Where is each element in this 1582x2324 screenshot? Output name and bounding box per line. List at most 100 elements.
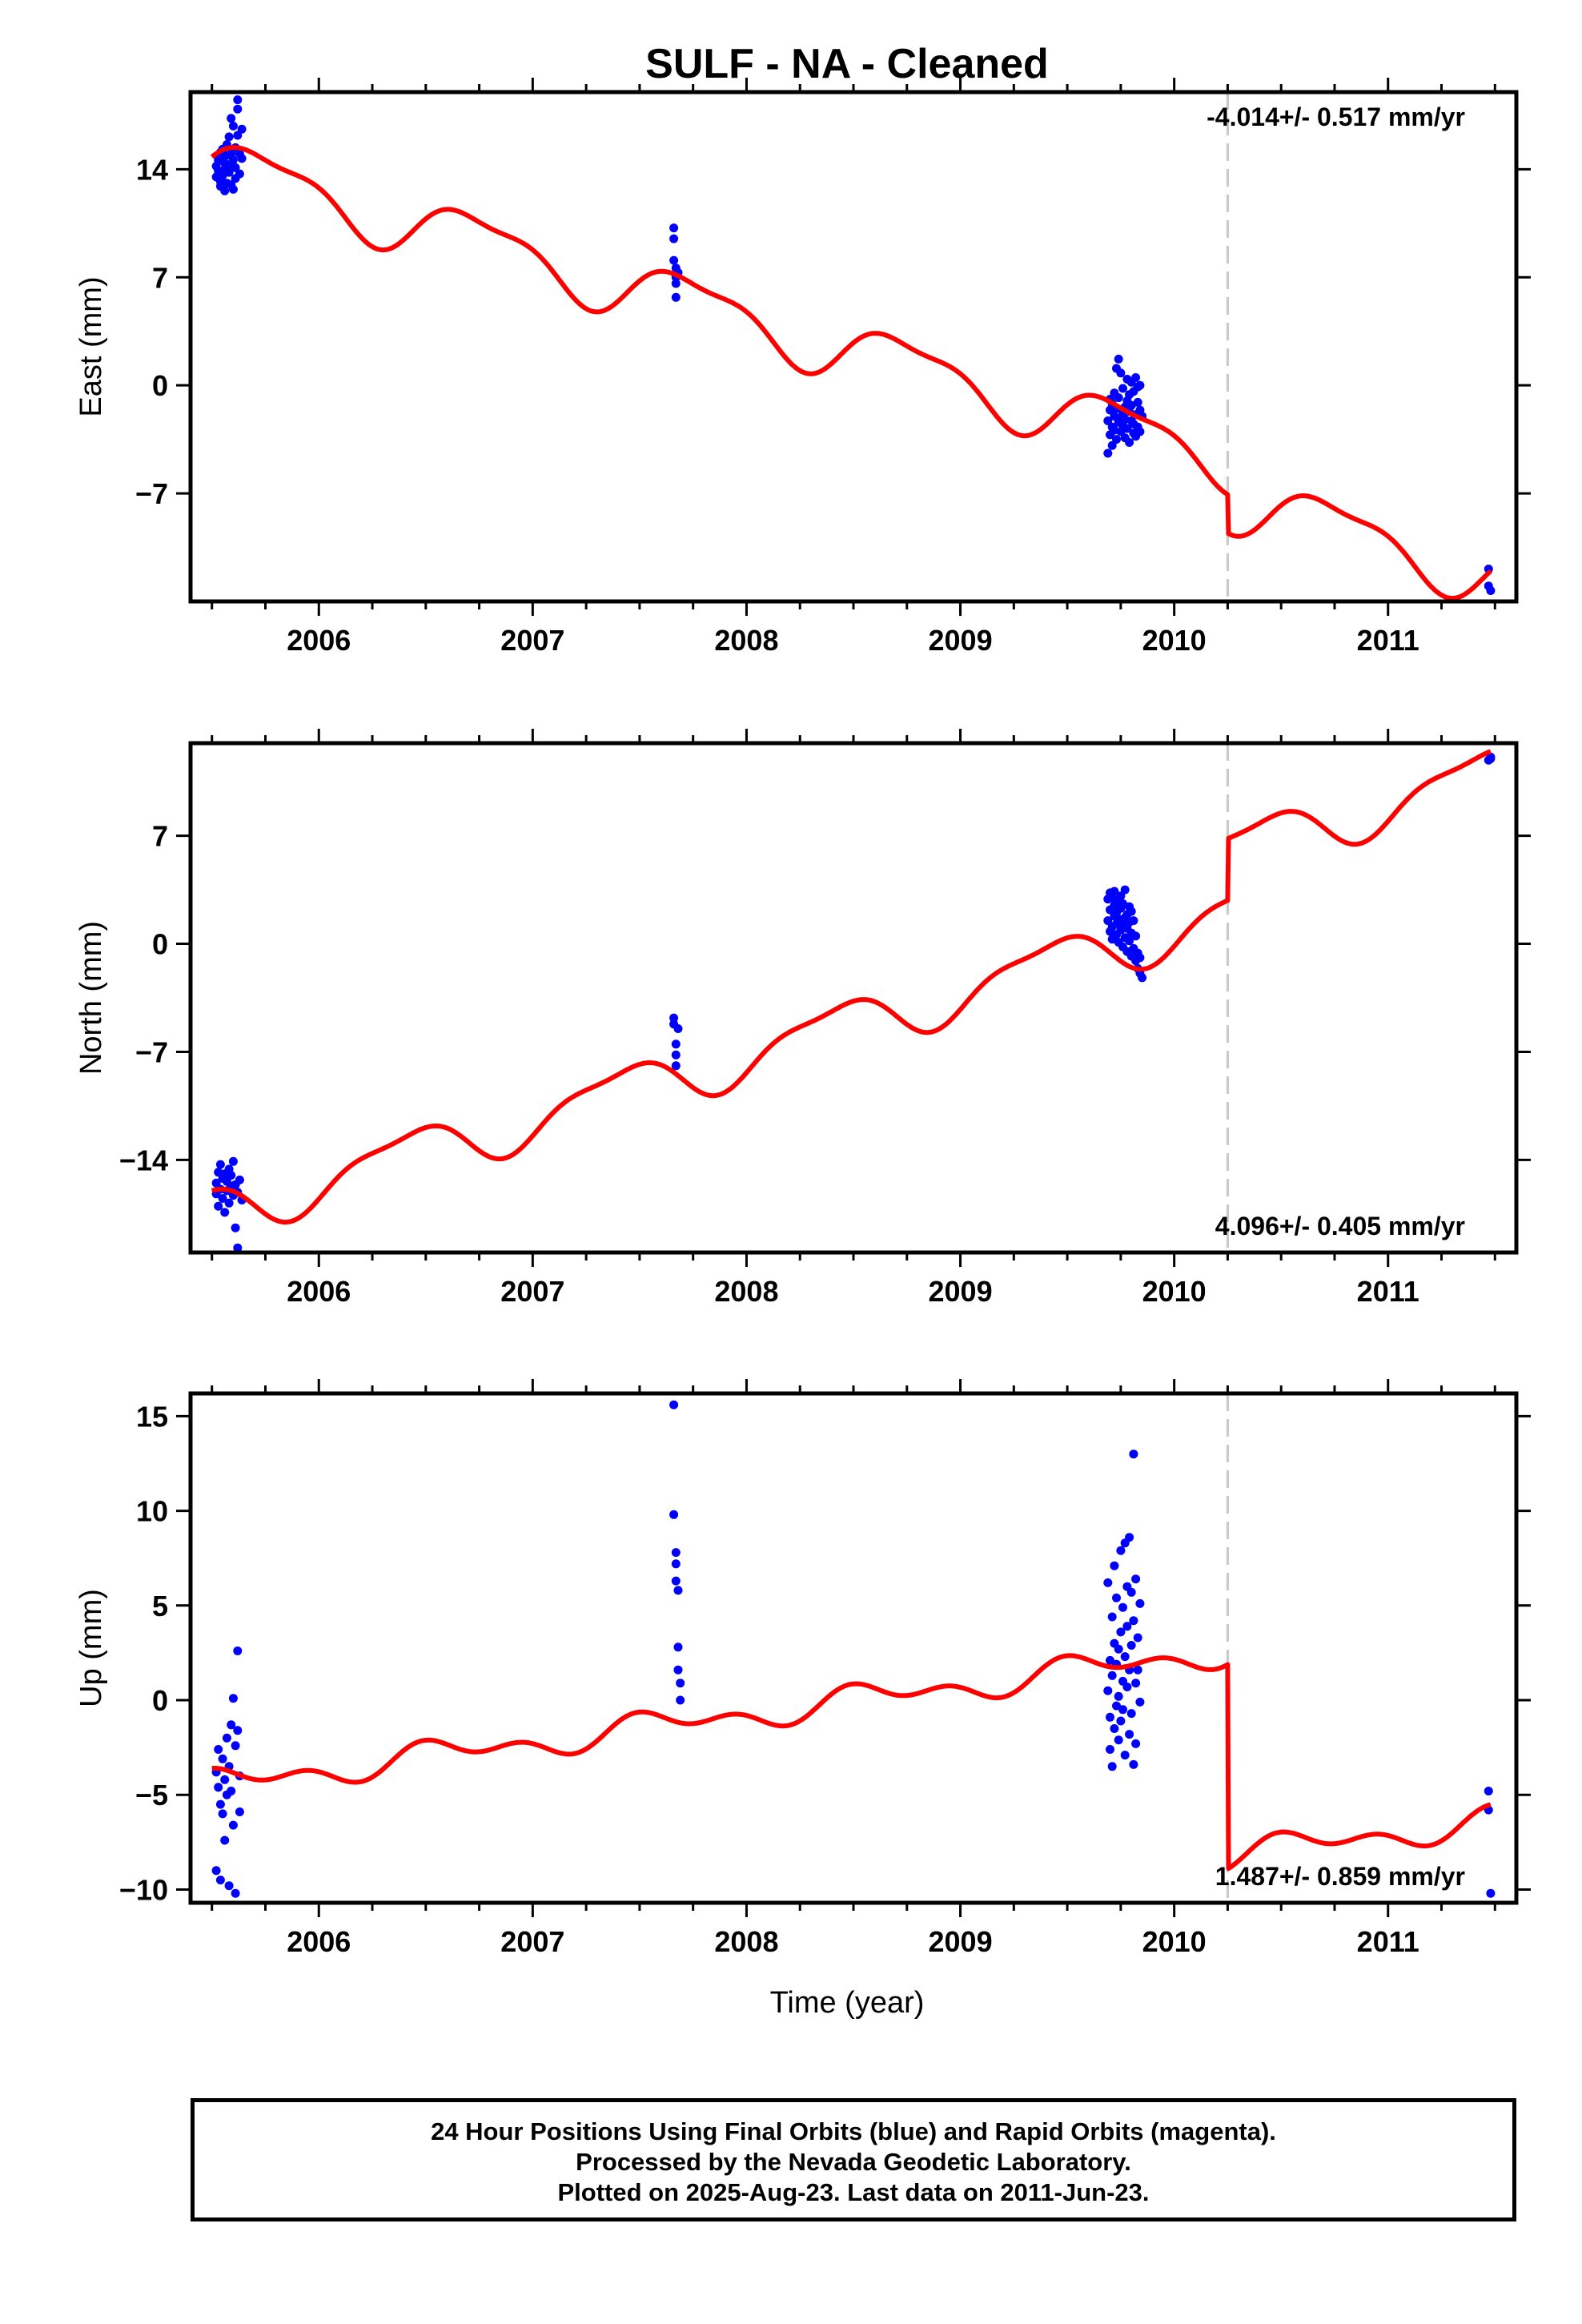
x-tick-label: 2007 (500, 1925, 564, 1958)
data-point (231, 1888, 240, 1898)
x-tick-label: 2006 (287, 1275, 351, 1308)
data-point (227, 1720, 236, 1730)
panel-east: −7 0 7 14 2006 2007 2008 2009 2010 2011 East (mm) -… (74, 78, 1531, 657)
y-tick-label: 14 (136, 153, 168, 186)
y-tick-label: 10 (136, 1495, 168, 1528)
data-point (231, 1741, 240, 1751)
data-point (1116, 1546, 1126, 1555)
data-point (218, 1194, 227, 1203)
data-point (1118, 384, 1127, 393)
data-points-east (211, 95, 1496, 595)
data-point (673, 1642, 683, 1652)
data-point (1135, 1697, 1145, 1707)
footer-line-2: Processed by the Nevada Geodetic Laborat… (576, 2148, 1131, 2176)
data-point (224, 167, 234, 177)
data-point (1103, 448, 1113, 458)
data-point (1126, 1641, 1136, 1650)
data-point (673, 1665, 683, 1675)
data-point (1120, 1652, 1130, 1662)
data-point (1114, 354, 1123, 364)
y-tick-label: −5 (135, 1779, 168, 1811)
data-point (671, 279, 681, 288)
y-axis-label: Up (mm) (74, 1589, 108, 1707)
y-tick-label: −7 (135, 477, 168, 510)
data-point (669, 223, 679, 233)
data-point (1125, 936, 1134, 946)
y-tick-label: −10 (119, 1873, 168, 1906)
x-tick-label: 2010 (1142, 1925, 1207, 1958)
data-point (1138, 973, 1147, 983)
y-tick-label: 15 (136, 1400, 168, 1433)
x-tick-label: 2006 (287, 1925, 351, 1958)
data-point (1125, 1533, 1134, 1542)
data-point (1116, 891, 1126, 901)
x-tick-label: 2010 (1142, 624, 1207, 657)
data-point (235, 1175, 244, 1184)
data-point (1110, 1561, 1119, 1570)
data-point (671, 1559, 681, 1569)
data-point (1116, 368, 1126, 378)
data-point (1135, 380, 1145, 390)
footer-info-box: 24 Hour Positions Using Final Orbits (bl… (191, 2098, 1516, 2221)
data-point (673, 1586, 683, 1595)
y-tick-label: −14 (119, 1144, 168, 1176)
footer-line-1: 24 Hour Positions Using Final Orbits (bl… (431, 2117, 1276, 2145)
data-point (671, 1050, 681, 1059)
x-tick-label: 2011 (1357, 1925, 1419, 1958)
data-point (1114, 1735, 1123, 1745)
data-point (671, 292, 681, 302)
data-point (224, 132, 234, 142)
data-point (228, 121, 238, 131)
data-point (1486, 586, 1496, 595)
data-point (1112, 1701, 1121, 1711)
data-point (237, 124, 247, 134)
data-point (224, 1881, 234, 1891)
data-point (1133, 397, 1142, 407)
x-tick-label: 2008 (714, 1275, 778, 1308)
y-tick-label: 0 (152, 369, 168, 402)
data-point (231, 1223, 240, 1232)
data-point (233, 1647, 243, 1655)
y-axis-label: East (mm) (74, 276, 108, 416)
y-tick-label: 0 (152, 928, 168, 961)
data-point (1131, 931, 1141, 941)
rate-annotation: -4.014+/- 0.517 mm/yr (1207, 103, 1465, 131)
data-point (228, 1694, 238, 1703)
data-point (228, 1156, 238, 1166)
x-tick-label: 2009 (929, 1925, 993, 1958)
data-point (676, 1695, 685, 1705)
data-point (211, 1178, 221, 1188)
data-point (671, 1548, 681, 1558)
data-point (235, 169, 244, 179)
data-point (1116, 1716, 1126, 1726)
data-point (1112, 1593, 1121, 1602)
data-point (669, 1510, 679, 1519)
data-point (1122, 424, 1132, 433)
data-point (1135, 1598, 1145, 1608)
model-fit-line (211, 1653, 1492, 1872)
data-point (233, 1243, 243, 1252)
data-point (1129, 1616, 1138, 1626)
data-point (220, 1775, 230, 1784)
data-point (215, 1160, 225, 1169)
data-point (227, 1171, 236, 1180)
data-point (1103, 1686, 1113, 1695)
panel-up: −10 −5 0 5 10 15 2006 2007 2008 2009 2010 2011 Up (m… (74, 1379, 1531, 2020)
y-axis-label: North (mm) (74, 921, 108, 1075)
data-point (233, 104, 243, 114)
data-point (1486, 1888, 1496, 1898)
data-points-up (211, 1400, 1496, 1898)
data-point (673, 1024, 683, 1033)
data-point (228, 184, 238, 194)
data-point (1103, 916, 1113, 926)
x-tick-label: 2009 (929, 1275, 993, 1308)
data-point (1131, 1574, 1141, 1584)
rate-annotation: 1.487+/- 0.859 mm/yr (1215, 1862, 1465, 1891)
data-point (1107, 440, 1117, 450)
data-point (227, 114, 236, 123)
data-point (228, 1820, 238, 1830)
data-point (233, 1726, 243, 1735)
x-tick-label: 2007 (500, 1275, 564, 1308)
data-point (671, 1061, 681, 1071)
x-tick-label: 2008 (714, 1925, 778, 1958)
